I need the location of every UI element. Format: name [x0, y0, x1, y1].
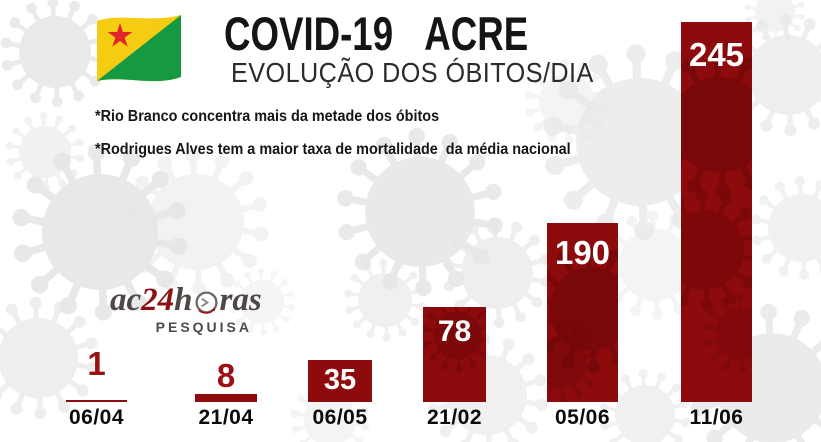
logo-text-ac: ac — [110, 282, 142, 318]
bar-value-21-02: 78 — [437, 315, 472, 348]
ac24horas-wordmark: ac 24 h ras — [110, 284, 262, 317]
note-rodrigues-alves: *Rodrigues Alves tem a maior taxa de mor… — [95, 141, 571, 158]
bar-21-02: 78 — [423, 307, 486, 402]
bar-05-06: 190 — [547, 223, 618, 402]
bar-date-21-02: 21/02 — [426, 406, 483, 429]
bar-value-11-06: 245 — [688, 36, 745, 73]
bar-value-05-06: 190 — [554, 234, 611, 271]
title-acre: ACRE — [424, 7, 529, 60]
note-rio-branco: *Rio Branco concentra mais da metade dos… — [95, 108, 440, 125]
acre-flag-icon — [93, 9, 185, 89]
bar-06-05: 35 — [308, 360, 372, 402]
ac24horas-logo: ac 24 h ras PESQUISA — [110, 284, 262, 336]
bar-value-06-04: 1 — [87, 345, 106, 382]
bar-date-11-06: 11/06 — [689, 406, 744, 429]
bar-date-21-04: 21/04 — [198, 406, 254, 429]
logo-text-h: h — [174, 282, 193, 318]
logo-text-ras: ras — [219, 282, 262, 318]
page-subtitle: EVOLUÇÃO DOS ÓBITOS/DIA — [231, 57, 594, 88]
page-title: COVID-19 ACRE — [224, 10, 528, 57]
logo-tagline: PESQUISA — [155, 319, 252, 335]
bar-date-06-04: 06/04 — [68, 406, 125, 429]
title-covid19: COVID-19 — [224, 7, 394, 60]
bar-date-05-06: 05/06 — [554, 406, 611, 429]
bar-value-06-05: 35 — [323, 364, 357, 396]
clock-icon — [194, 290, 219, 315]
bar-value-21-04: 8 — [216, 357, 236, 394]
bar-11-06: 245 — [681, 22, 752, 402]
logo-text-24: 24 — [141, 282, 175, 318]
bar-06-04 — [66, 400, 127, 402]
bar-date-06-05: 06/05 — [312, 406, 368, 429]
bar-21-04 — [195, 394, 257, 402]
